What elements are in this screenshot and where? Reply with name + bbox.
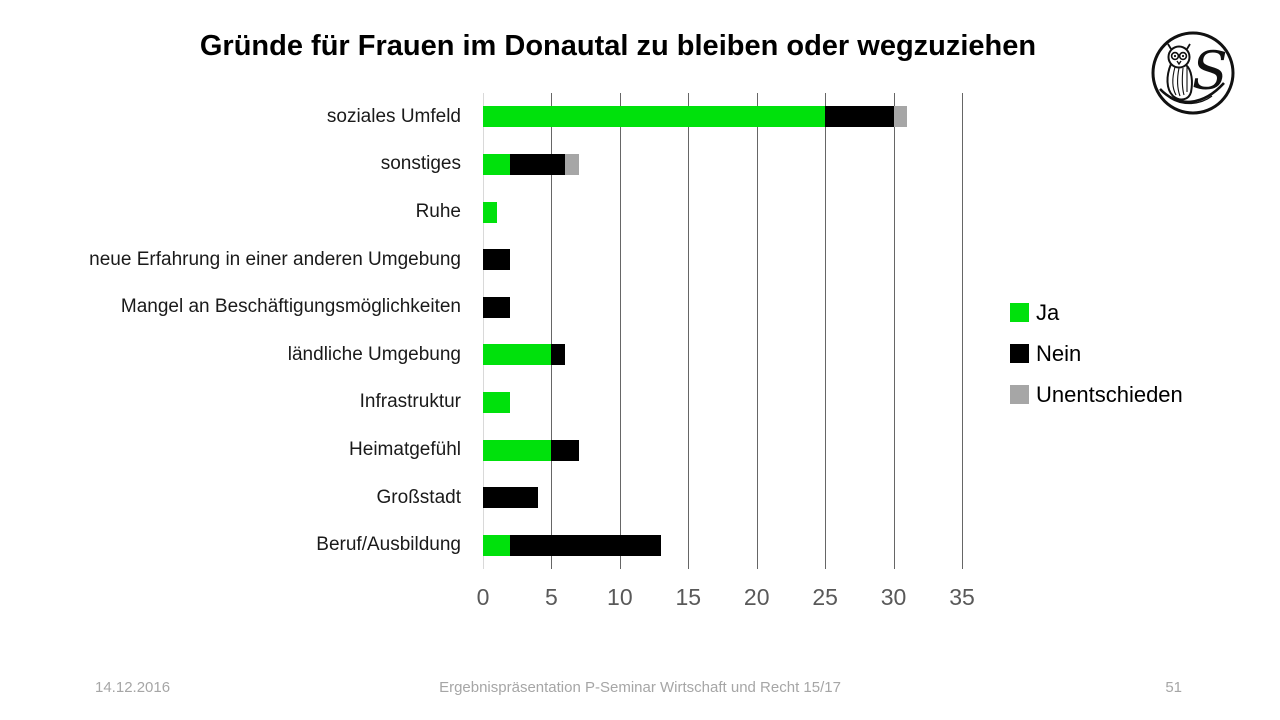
gridline [962, 93, 963, 569]
bar-segment-nein [551, 439, 579, 461]
bar-segment-unentschieden [565, 153, 579, 175]
legend-item-ja: Ja [1010, 292, 1183, 333]
x-tick-label: 25 [812, 584, 838, 610]
legend-label: Nein [1036, 340, 1082, 366]
legend-swatch-icon [1010, 385, 1029, 404]
gridline [893, 93, 895, 569]
bar-segment-ja [483, 344, 552, 366]
gridline [688, 93, 690, 569]
category-label: Großstadt [376, 486, 461, 508]
x-tick-label: 15 [675, 584, 702, 610]
footer-presentation-label: Ergebnispräsentation P-Seminar Wirtschaf… [439, 679, 841, 696]
bar-segment-ja [483, 534, 511, 556]
chart-legend: Ja Nein Unentschieden [1010, 292, 1183, 415]
category-label: soziales Umfeld [326, 105, 461, 127]
gridline [551, 93, 553, 569]
x-tick-label: 20 [743, 584, 770, 610]
gridline [619, 93, 621, 569]
category-label: Ruhe [415, 200, 461, 222]
category-label: Mangel an Beschäftigungsmöglichkeiten [120, 296, 461, 318]
category-label: sonstiges [380, 153, 461, 175]
school-owl-emblem-logo: S [1148, 26, 1240, 118]
bar-segment-nein [510, 534, 661, 556]
bar-segment-ja [483, 439, 552, 461]
bar-segment-ja [483, 153, 511, 175]
bar-segment-nein [551, 344, 566, 366]
legend-label: Ja [1036, 299, 1060, 325]
bar-segment-nein [510, 153, 566, 175]
bar-segment-nein [825, 106, 894, 128]
owl-s-emblem-icon: S [1151, 31, 1235, 115]
bar-segment-ja [483, 106, 826, 128]
x-tick-label: 5 [545, 584, 558, 610]
category-label: Beruf/Ausbildung [316, 534, 461, 556]
category-label: Infrastruktur [359, 391, 461, 413]
bar-segment-unentschieden [893, 106, 908, 128]
footer-date: 14.12.2016 [95, 679, 171, 696]
x-tick-label: 0 [476, 584, 490, 610]
bar-segment-ja [483, 391, 511, 413]
category-label: Heimatgefühl [349, 438, 461, 460]
bar-segment-nein [483, 487, 538, 509]
legend-label: Unentschieden [1036, 381, 1183, 407]
footer-page-number: 51 [1165, 679, 1182, 696]
category-label: ländliche Umgebung [287, 343, 461, 365]
bar-segment-ja [483, 201, 497, 223]
legend-item-nein: Nein [1010, 333, 1183, 374]
category-label: neue Erfahrung in einer anderen Umgebung [89, 248, 461, 270]
legend-swatch-icon [1010, 303, 1029, 322]
zero-axis-line [483, 93, 484, 569]
gridline [756, 93, 758, 569]
x-tick-label: 10 [607, 584, 633, 610]
legend-swatch-icon [1010, 344, 1029, 363]
legend-item-unentschieden: Unentschieden [1010, 374, 1183, 415]
bar-segment-nein [483, 249, 511, 271]
x-tick-label: 30 [880, 584, 907, 610]
chart-title: Gründe für Frauen im Donautal zu bleiben… [199, 30, 1037, 62]
gridline [825, 93, 827, 569]
x-tick-label: 35 [949, 584, 975, 610]
svg-text:S: S [1192, 42, 1228, 102]
bar-segment-nein [483, 296, 511, 318]
